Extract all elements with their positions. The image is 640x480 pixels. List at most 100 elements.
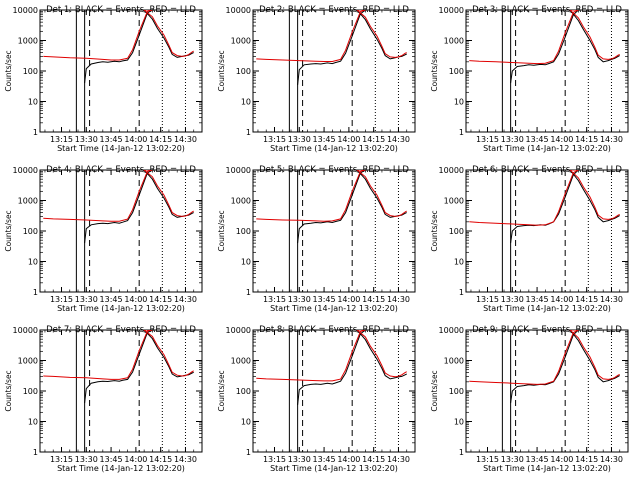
y-tick-label: 10000 [13,6,38,15]
y-tick-label: 1 [246,288,251,297]
panel-det-5: Det 5: BLACK = Events, RED = LLD 1 10 100 10… [217,165,416,313]
y-tick-label: 1 [33,288,38,297]
x-tick-label: 14:00 [337,455,360,464]
panel-title: Det 2: BLACK = Events, RED = LLD [259,5,409,15]
panel-title: Det 6: BLACK = Events, RED = LLD [472,165,622,175]
plot-frame [252,169,416,293]
plot-frame [39,9,203,133]
panel-title: Det 3: BLACK = Events, RED = LLD [472,5,622,15]
x-tick-label: 13:30 [288,135,311,144]
y-tick-label: 10 [454,418,464,427]
x-axis-label: Start Time (14-Jan-12 13:02:20) [483,464,611,473]
y-tick-label: 10000 [226,326,251,335]
x-tick-label: 13:15 [50,295,73,304]
y-axis-label: Counts/sec [217,50,226,91]
y-tick-label: 100 [23,387,38,396]
x-tick-label: 13:30 [288,295,311,304]
x-tick-label: 13:30 [75,135,98,144]
y-tick-label: 1000 [444,37,464,46]
x-axis-label: Start Time (14-Jan-12 13:02:20) [270,144,398,153]
y-tick-label: 1000 [18,37,38,46]
y-tick-label: 1000 [18,197,38,206]
y-axis-label: Counts/sec [430,50,439,91]
x-tick-label: 14:00 [550,455,573,464]
y-tick-label: 10000 [13,326,38,335]
x-tick-label: 13:30 [75,295,98,304]
x-tick-label: 13:45 [100,135,123,144]
events-series-line [297,330,407,405]
x-tick-label: 14:00 [550,295,573,304]
plot-frame [252,9,416,133]
x-axis-label: Start Time (14-Jan-12 13:02:20) [57,144,185,153]
x-tick-label: 14:30 [600,135,623,144]
x-tick-label: 13:30 [501,295,524,304]
y-tick-label: 10 [28,98,38,107]
x-tick-label: 14:30 [174,295,197,304]
x-tick-label: 13:15 [476,135,499,144]
y-axis-label: Counts/sec [4,50,13,91]
x-tick-label: 14:15 [149,455,172,464]
x-tick-label: 14:15 [362,135,385,144]
x-tick-label: 14:30 [174,135,197,144]
panel-det-6: Det 6: BLACK = Events, RED = LLD 1 10 100 10… [430,165,629,313]
y-tick-label: 1 [246,448,251,457]
x-axis-label: Start Time (14-Jan-12 13:02:20) [57,304,185,313]
x-axis-label: Start Time (14-Jan-12 13:02:20) [270,304,398,313]
x-tick-label: 13:45 [526,135,549,144]
panel-det-8: Det 8: BLACK = Events, RED = LLD 1 10 100 10… [217,325,416,473]
y-tick-label: 10 [241,418,251,427]
x-tick-label: 14:15 [575,135,598,144]
y-tick-label: 10000 [226,6,251,15]
y-tick-label: 1000 [231,357,251,366]
y-axis-label: Counts/sec [4,370,13,411]
x-axis-label: Start Time (14-Jan-12 13:02:20) [483,304,611,313]
x-tick-label: 13:15 [476,455,499,464]
y-tick-label: 10000 [13,166,38,175]
x-tick-label: 14:15 [362,455,385,464]
y-tick-label: 10 [454,258,464,267]
x-tick-label: 14:00 [124,455,147,464]
x-tick-label: 14:00 [124,135,147,144]
plot-frame [465,9,629,133]
y-tick-label: 1000 [231,197,251,206]
panel-title: Det 8: BLACK = Events, RED = LLD [259,325,409,335]
x-tick-label: 14:30 [387,135,410,144]
x-tick-label: 14:15 [362,295,385,304]
x-tick-label: 13:30 [501,135,524,144]
lld-series-line [469,330,620,385]
y-tick-label: 100 [236,227,251,236]
panel-title: Det 5: BLACK = Events, RED = LLD [259,165,409,175]
x-tick-label: 14:30 [387,455,410,464]
x-tick-label: 13:45 [313,295,336,304]
x-tick-label: 14:15 [149,295,172,304]
y-tick-label: 100 [23,67,38,76]
panel-det-3: Det 3: BLACK = Events, RED = LLD 1 10 100 10… [430,5,629,153]
events-series-line [510,330,620,404]
panel-det-1: Det 1: BLACK = Events, RED = LLD 1 10 100 10… [4,5,203,153]
plot-frame [39,169,203,293]
y-tick-label: 1000 [444,197,464,206]
lld-series-line [43,170,194,222]
x-tick-label: 13:30 [288,455,311,464]
x-tick-label: 13:15 [263,455,286,464]
y-tick-label: 1000 [444,357,464,366]
events-series-line [297,10,407,85]
y-tick-label: 1 [459,128,464,137]
lld-series-line [469,170,620,226]
x-tick-label: 14:30 [174,455,197,464]
x-tick-label: 14:00 [337,295,360,304]
x-tick-label: 14:00 [124,295,147,304]
lld-series-line [256,330,407,382]
y-tick-label: 1 [33,448,38,457]
x-tick-label: 13:30 [501,455,524,464]
y-tick-label: 100 [449,67,464,76]
panel-det-7: Det 7: BLACK = Events, RED = LLD 1 10 100 10… [4,325,203,473]
y-tick-label: 1 [459,448,464,457]
y-tick-label: 100 [236,67,251,76]
x-axis-label: Start Time (14-Jan-12 13:02:20) [483,144,611,153]
y-tick-label: 100 [449,227,464,236]
y-tick-label: 100 [236,387,251,396]
x-tick-label: 13:45 [100,295,123,304]
lld-series-line [469,10,620,65]
